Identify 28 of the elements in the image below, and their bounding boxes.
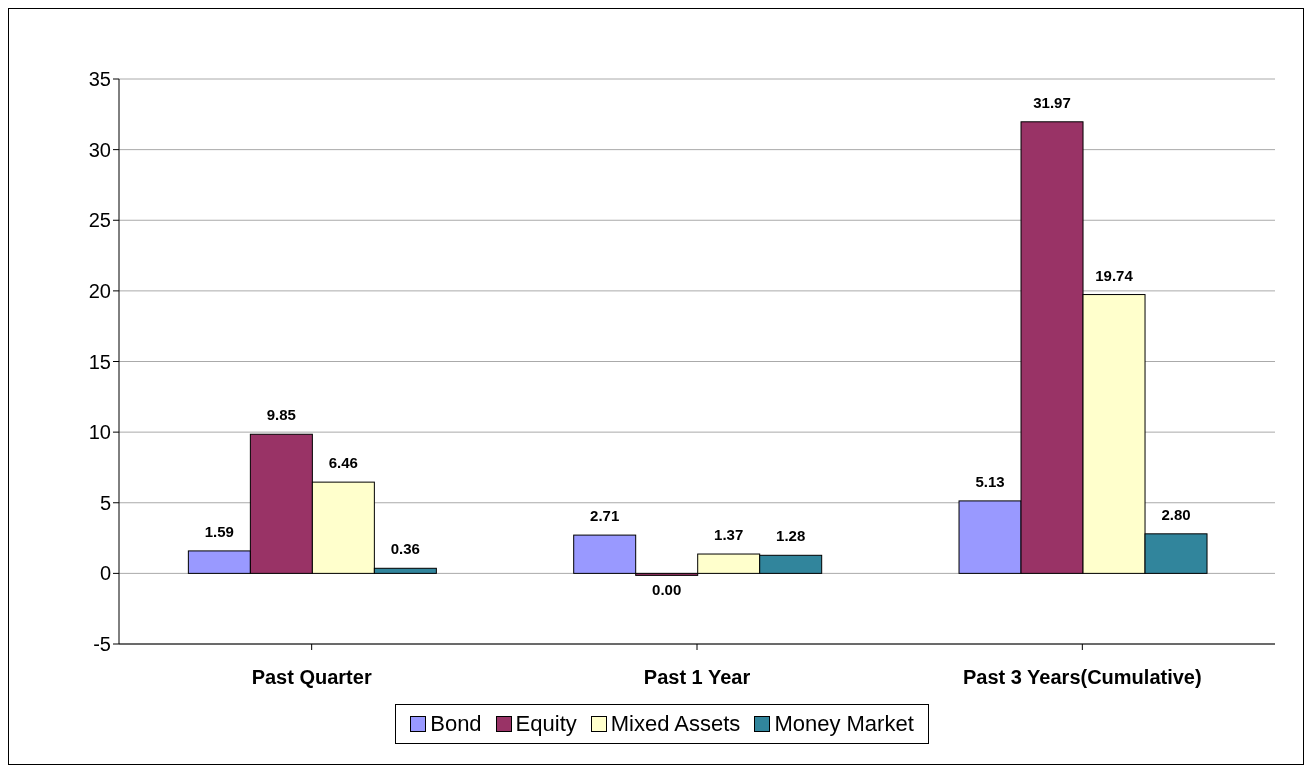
y-tick-label: 15 (88, 350, 111, 373)
data-label: 0.00 (652, 581, 682, 599)
data-label: 6.46 (328, 454, 358, 472)
y-tick-label: 10 (88, 421, 111, 444)
data-label: 19.74 (1095, 266, 1134, 284)
y-tick-label: 30 (88, 138, 111, 161)
legend-label: Mixed Assets (609, 711, 741, 737)
data-label: 0.36 (390, 540, 420, 558)
data-label: 1.37 (714, 526, 744, 544)
legend-label: Equity (514, 711, 577, 737)
y-tick-label: 0 (99, 562, 111, 585)
x-tick-label: Past Quarter (251, 666, 372, 689)
data-label: 9.85 (266, 406, 296, 424)
legend-label: Money Market (773, 711, 914, 737)
y-tick-label: 5 (99, 491, 111, 514)
y-tick-label: 35 (88, 68, 111, 91)
data-label: 31.97 (1033, 93, 1071, 111)
y-tick-label: 20 (88, 279, 111, 302)
y-tick-label: -5 (93, 633, 111, 656)
data-label: 1.59 (204, 522, 234, 540)
data-label: 2.80 (1161, 505, 1191, 523)
data-label: 1.28 (776, 527, 806, 545)
data-label: 2.71 (590, 507, 620, 525)
data-label: 5.13 (975, 472, 1005, 490)
x-tick-label: Past 3 Years(Cumulative) (963, 666, 1202, 689)
legend-label: Bond (429, 711, 482, 737)
y-tick-label: 25 (88, 209, 111, 232)
x-tick-label: Past 1 Year (643, 666, 751, 689)
